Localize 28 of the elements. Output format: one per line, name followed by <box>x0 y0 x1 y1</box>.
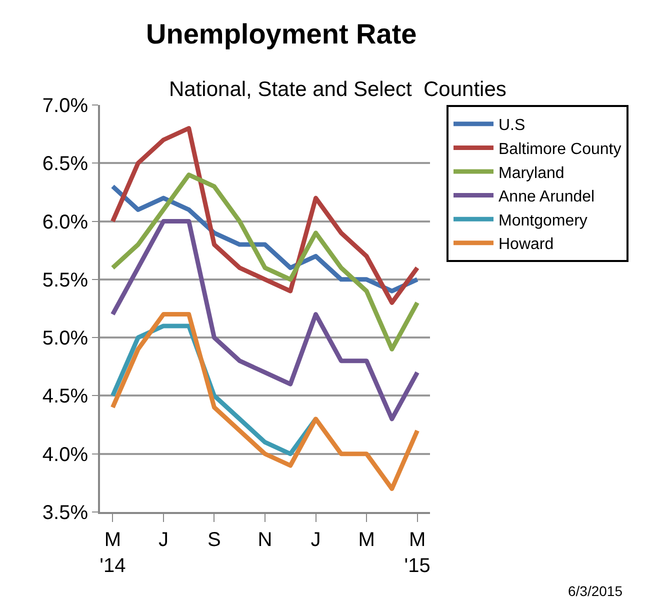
legend-label: Maryland <box>498 164 564 182</box>
y-tick-label: 5.0% <box>42 328 88 350</box>
x-tick-label: S <box>208 529 221 551</box>
x-tick-label: N <box>258 529 272 551</box>
x-tick-label: M <box>358 529 375 551</box>
legend-label: Anne Arundel <box>498 188 595 206</box>
line-series <box>110 219 420 422</box>
y-tick-label: 3.5% <box>42 502 88 524</box>
line-series <box>110 312 420 491</box>
y-tick-label: 4.0% <box>42 444 88 466</box>
text: 6/3/2015 <box>568 583 623 597</box>
x-tick-label: J <box>158 529 168 551</box>
line-series <box>110 126 420 305</box>
y-tick-label: 4.5% <box>42 386 88 408</box>
legend-label: Baltimore County <box>498 140 622 158</box>
y-tick-label: 5.5% <box>42 269 88 292</box>
legend-label: Montgomery <box>498 212 588 230</box>
line-series <box>110 172 420 352</box>
x-tick-label: J <box>310 529 321 551</box>
x-tick-label: M '15 <box>404 529 430 577</box>
x-tick-label: M '14 <box>100 529 126 577</box>
y-tick-label: 6.0% <box>42 211 88 234</box>
y-tick-label: 7.0% <box>42 95 88 117</box>
chart-title: Unemployment Rate <box>146 18 417 50</box>
chart-subtitle: National, State and Select Counties <box>169 78 506 101</box>
legend-label: U.S <box>498 117 526 134</box>
legend-label: Howard <box>498 236 554 254</box>
y-tick-label: 6.5% <box>42 153 88 176</box>
